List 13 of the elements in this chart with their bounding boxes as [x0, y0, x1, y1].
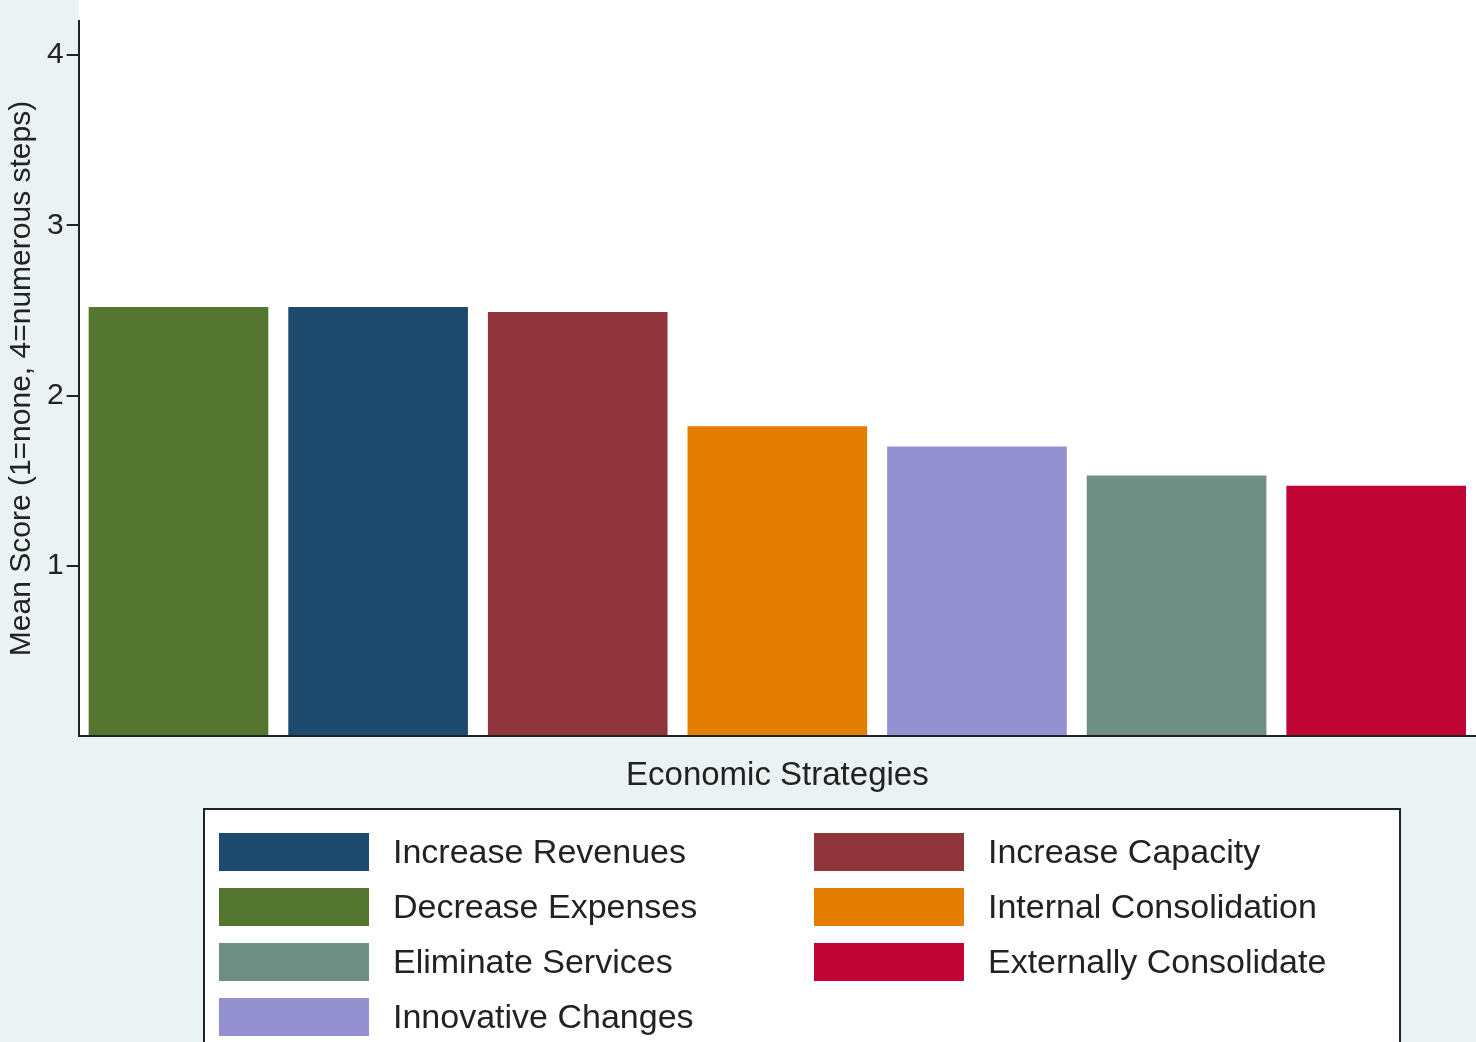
legend-label: Increase Revenues	[393, 832, 686, 871]
x-axis-title: Economic Strategies	[626, 755, 929, 793]
y-tick-label: 2	[47, 376, 64, 410]
y-tick-label: 4	[47, 36, 64, 70]
legend-label: Innovative Changes	[393, 997, 694, 1036]
legend-label: Eliminate Services	[393, 942, 673, 981]
y-tick-label: 3	[47, 206, 64, 240]
legend-label: Decrease Expenses	[393, 887, 698, 926]
y-tick-label: 1	[47, 547, 64, 581]
y-axis-title: Mean Score (1=none, 4=numerous steps)	[3, 100, 37, 657]
legend-label: Internal Consolidation	[988, 887, 1317, 926]
legend-label: Increase Capacity	[988, 832, 1261, 871]
legend-label: Externally Consolidate	[988, 942, 1327, 981]
